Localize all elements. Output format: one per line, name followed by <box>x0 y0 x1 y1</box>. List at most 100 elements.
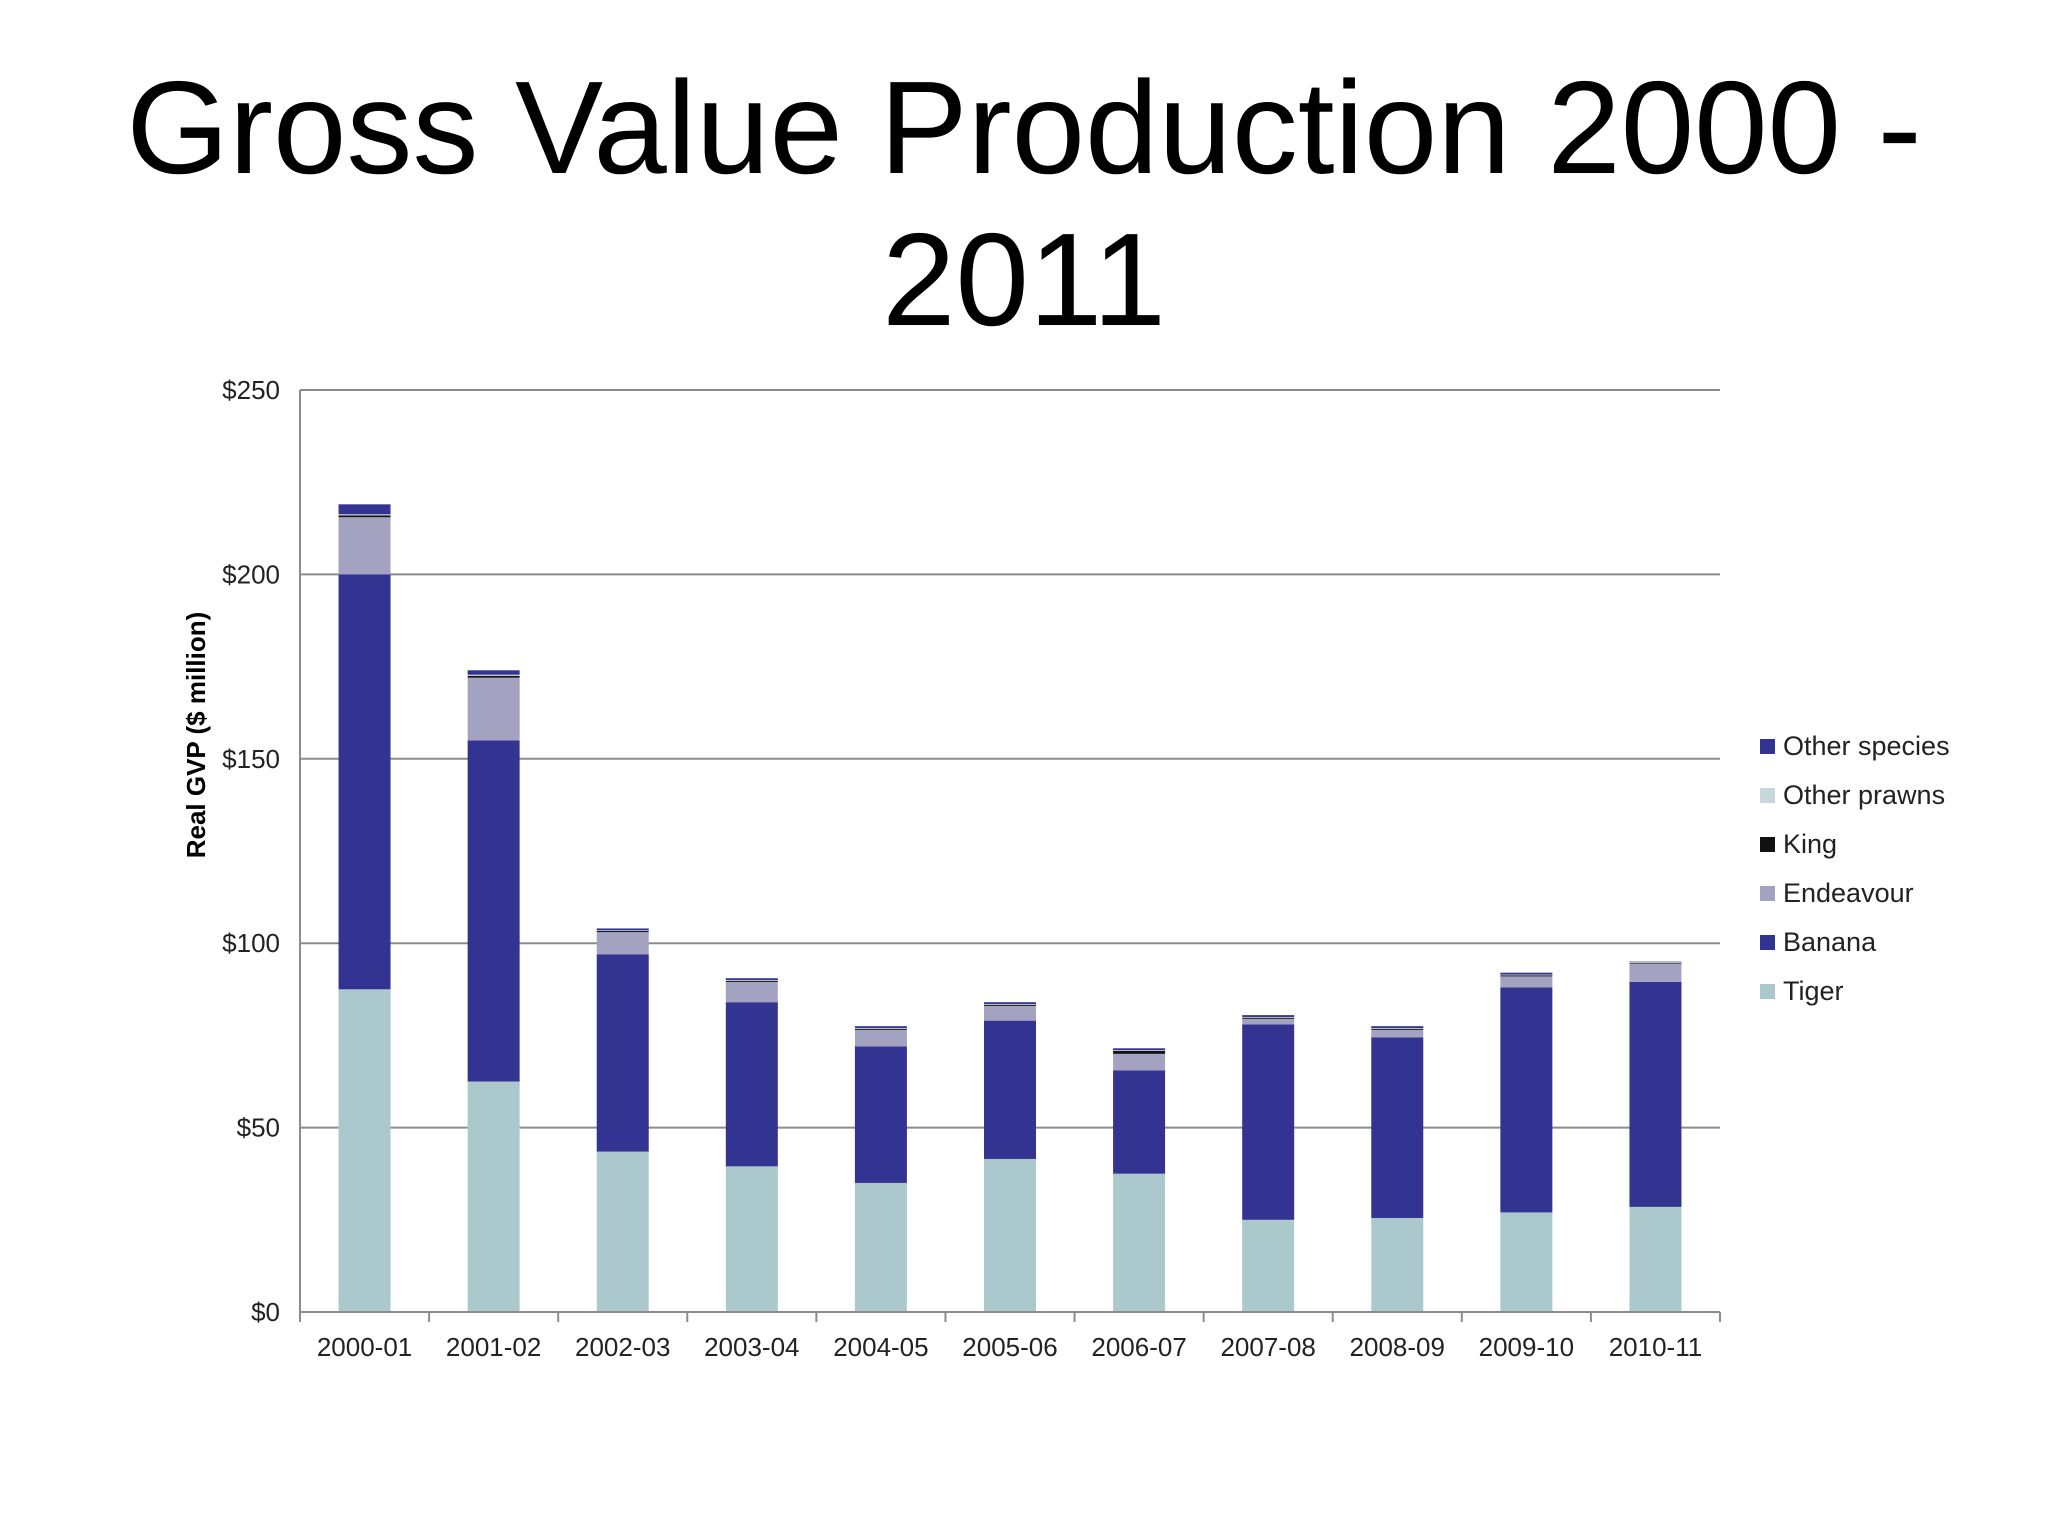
x-tick-label: 2007-08 <box>1220 1332 1315 1362</box>
x-tick-label: 2004-05 <box>833 1332 928 1362</box>
legend-label: Other species <box>1783 731 1950 761</box>
bar-segment-banana-2001-02 <box>467 740 520 1082</box>
y-tick-label: $0 <box>251 1297 280 1327</box>
bar-segment-king-2007-08 <box>1242 1017 1295 1019</box>
bar-segment-tiger-2005-06 <box>984 1158 1036 1312</box>
bar-segment-other-species-2009-10 <box>1500 972 1553 975</box>
bar-segment-endeavour-2007-08 <box>1242 1018 1295 1025</box>
bar-segment-tiger-2003-04 <box>725 1166 778 1312</box>
x-tick-label: 2002-03 <box>575 1332 670 1362</box>
legend-swatch-other-species <box>1760 739 1775 754</box>
x-tick-label: 2010-11 <box>1609 1332 1703 1362</box>
bar-segment-other-prawns-2010-11 <box>1629 962 1682 963</box>
bar-segment-banana-2009-10 <box>1500 987 1553 1213</box>
bar-segment-king-2005-06 <box>984 1004 1036 1006</box>
y-tick-label: $150 <box>222 744 280 774</box>
x-tick-label: 2000-01 <box>317 1332 412 1362</box>
slide-title: Gross Value Production 2000 - 2011 <box>0 52 2048 356</box>
bar-segment-tiger-2002-03 <box>596 1151 649 1312</box>
legend-swatch-endeavour <box>1760 886 1775 901</box>
legend-label: Endeavour <box>1783 878 1914 908</box>
bar-segment-king-2009-10 <box>1500 975 1553 977</box>
bar-segment-banana-2003-04 <box>725 1002 778 1167</box>
bar-segment-other-species-2003-04 <box>725 978 778 981</box>
bar-segment-banana-2004-05 <box>854 1046 907 1183</box>
y-tick-label: $100 <box>222 928 280 958</box>
y-tick-labels: $0 $50 $100 $150 $200 $250 <box>222 375 280 1327</box>
legend-swatch-other-prawns <box>1760 788 1775 803</box>
bar-segment-banana-2005-06 <box>984 1020 1036 1159</box>
x-tick-label: 2001-02 <box>446 1332 541 1362</box>
axes <box>299 390 1721 1322</box>
title-text: Gross Value Production 2000 - 2011 <box>126 54 1922 353</box>
bar-segment-banana-2002-03 <box>596 954 649 1152</box>
y-axis-title: Real GVP ($ million) <box>181 612 211 859</box>
bar-segment-endeavour-2005-06 <box>984 1005 1036 1021</box>
x-tick-label: 2005-06 <box>962 1332 1057 1362</box>
bar-segment-other-species-2005-06 <box>984 1002 1036 1005</box>
bar-segment-endeavour-2004-05 <box>854 1029 907 1047</box>
bar-segment-king-2006-07 <box>1113 1050 1166 1054</box>
bar-segment-king-2002-03 <box>596 931 649 933</box>
bar-segment-other-species-2004-05 <box>854 1026 907 1029</box>
bar-segment-other-prawns-2002-03 <box>596 930 649 932</box>
bar-segment-endeavour-2003-04 <box>725 981 778 1003</box>
bar-segment-tiger-2006-07 <box>1113 1173 1166 1312</box>
bar-segment-king-2008-09 <box>1371 1028 1424 1030</box>
bar-segment-banana-2000-01 <box>338 574 391 990</box>
legend: Other species Other prawns King Endeavour Ba… <box>1760 731 1950 1006</box>
x-tick-label: 2003-04 <box>704 1332 799 1362</box>
legend-swatch-tiger <box>1760 984 1775 999</box>
y-tick-label: $50 <box>237 1113 280 1143</box>
bar-segment-king-2000-01 <box>338 515 391 518</box>
bar-segment-other-prawns-2007-08 <box>1242 1016 1295 1018</box>
bar-segment-tiger-2009-10 <box>1500 1212 1553 1312</box>
x-tick-labels: 2000-01 2001-02 2002-03 2003-04 2004-05 2005-… <box>317 1332 1702 1362</box>
bar-segment-other-species-2006-07 <box>1113 1048 1166 1051</box>
bar-segment-tiger-2007-08 <box>1242 1219 1295 1312</box>
bar-segment-other-prawns-2008-09 <box>1371 1028 1424 1029</box>
bar-segment-endeavour-2009-10 <box>1500 976 1553 988</box>
bar-segment-other-prawns-2009-10 <box>1500 974 1553 976</box>
bar-segment-tiger-2008-09 <box>1371 1217 1424 1312</box>
bar-segment-king-2004-05 <box>854 1028 907 1030</box>
bar-segment-other-species-2001-02 <box>467 670 520 675</box>
bar-segment-other-prawns-2001-02 <box>467 674 520 676</box>
bar-segment-endeavour-2002-03 <box>596 932 649 955</box>
bar-segment-tiger-2000-01 <box>338 989 391 1312</box>
bar-segment-banana-2007-08 <box>1242 1024 1295 1220</box>
bar-segment-other-prawns-2005-06 <box>984 1004 1036 1005</box>
legend-label: Other prawns <box>1783 780 1945 810</box>
bar-segment-endeavour-2010-11 <box>1629 963 1682 982</box>
y-tick-label: $200 <box>222 559 280 589</box>
bar-segment-other-prawns-2003-04 <box>725 980 778 981</box>
bar-segment-other-prawns-2006-07 <box>1113 1050 1166 1051</box>
legend-label: King <box>1783 829 1837 859</box>
bars <box>338 504 1682 1312</box>
legend-swatch-king <box>1760 837 1775 852</box>
legend-swatch-banana <box>1760 935 1775 950</box>
x-tick-label: 2009-10 <box>1479 1332 1574 1362</box>
bar-segment-endeavour-2006-07 <box>1113 1053 1166 1071</box>
bar-segment-king-2001-02 <box>467 675 520 678</box>
bar-segment-banana-2010-11 <box>1629 981 1682 1207</box>
bar-segment-banana-2008-09 <box>1371 1037 1424 1218</box>
legend-label: Tiger <box>1783 976 1844 1006</box>
bar-segment-other-species-2000-01 <box>338 504 391 515</box>
bar-segment-endeavour-2001-02 <box>467 677 520 741</box>
bar-segment-tiger-2010-11 <box>1629 1206 1682 1312</box>
bar-segment-king-2003-04 <box>725 980 778 982</box>
legend-label: Banana <box>1783 927 1877 957</box>
bar-segment-other-prawns-2004-05 <box>854 1028 907 1029</box>
bar-segment-endeavour-2008-09 <box>1371 1029 1424 1038</box>
bar-segment-other-species-2002-03 <box>596 928 649 931</box>
bar-segment-other-prawns-2000-01 <box>338 514 391 516</box>
bar-segment-other-species-2007-08 <box>1242 1015 1295 1017</box>
bar-segment-endeavour-2000-01 <box>338 517 391 575</box>
bar-segment-other-species-2008-09 <box>1371 1026 1424 1029</box>
x-tick-label: 2006-07 <box>1091 1332 1186 1362</box>
bar-segment-tiger-2004-05 <box>854 1182 907 1312</box>
bar-segment-tiger-2001-02 <box>467 1081 520 1312</box>
bar-segment-banana-2006-07 <box>1113 1070 1166 1174</box>
